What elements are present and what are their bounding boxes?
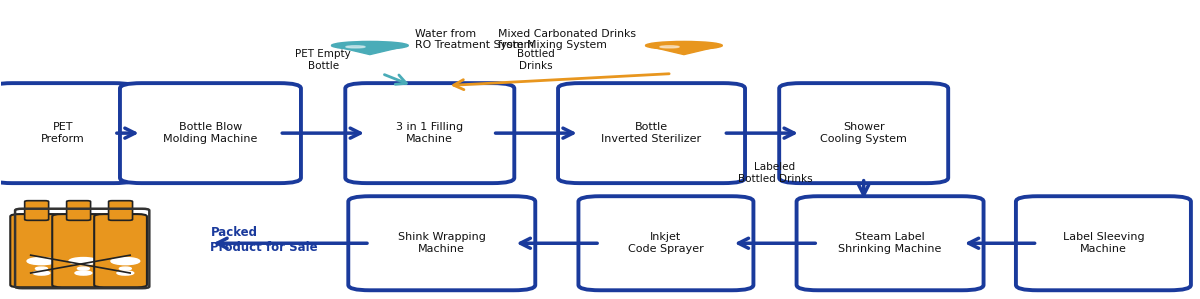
Text: PET
Preform: PET Preform <box>41 122 85 144</box>
FancyBboxPatch shape <box>108 201 132 220</box>
FancyBboxPatch shape <box>25 201 49 220</box>
Polygon shape <box>331 45 408 55</box>
Text: Bottle Blow
Molding Machine: Bottle Blow Molding Machine <box>163 122 258 144</box>
Circle shape <box>110 257 139 265</box>
FancyBboxPatch shape <box>11 214 64 287</box>
Circle shape <box>76 271 91 275</box>
Text: Steam Label
Shrinking Machine: Steam Label Shrinking Machine <box>839 232 942 254</box>
Circle shape <box>70 257 97 265</box>
Text: Mixed Carbonated Drinks
from Mixing System: Mixed Carbonated Drinks from Mixing Syst… <box>498 29 636 50</box>
FancyBboxPatch shape <box>120 83 301 183</box>
FancyBboxPatch shape <box>67 201 90 220</box>
FancyBboxPatch shape <box>0 83 136 183</box>
Circle shape <box>78 267 89 270</box>
FancyBboxPatch shape <box>779 83 948 183</box>
Text: Bottle
Inverted Sterilizer: Bottle Inverted Sterilizer <box>601 122 702 144</box>
Circle shape <box>34 271 50 275</box>
FancyBboxPatch shape <box>1016 196 1190 290</box>
Circle shape <box>36 267 48 270</box>
Text: PET Empty
Bottle: PET Empty Bottle <box>295 49 350 71</box>
Text: Inkjet
Code Sprayer: Inkjet Code Sprayer <box>628 232 703 254</box>
Text: Label Sleeving
Machine: Label Sleeving Machine <box>1063 232 1145 254</box>
FancyBboxPatch shape <box>94 214 146 287</box>
Circle shape <box>119 267 131 270</box>
Ellipse shape <box>660 46 679 48</box>
Ellipse shape <box>331 42 408 50</box>
Text: Water from
RO Treatment System: Water from RO Treatment System <box>415 29 534 50</box>
Text: Labeled
Bottled Drinks: Labeled Bottled Drinks <box>738 162 812 184</box>
Text: 3 in 1 Filling
Machine: 3 in 1 Filling Machine <box>396 122 463 144</box>
FancyBboxPatch shape <box>53 214 104 287</box>
Text: Shower
Cooling System: Shower Cooling System <box>821 122 907 144</box>
FancyBboxPatch shape <box>558 83 745 183</box>
FancyBboxPatch shape <box>578 196 754 290</box>
FancyBboxPatch shape <box>797 196 984 290</box>
FancyBboxPatch shape <box>348 196 535 290</box>
Text: Bottled
Drinks: Bottled Drinks <box>517 49 556 71</box>
Circle shape <box>28 257 56 265</box>
Polygon shape <box>646 45 722 55</box>
Text: Packed
Product for Sale: Packed Product for Sale <box>210 226 318 254</box>
Ellipse shape <box>646 42 722 50</box>
Ellipse shape <box>346 46 365 48</box>
Circle shape <box>116 271 133 275</box>
Text: Shink Wrapping
Machine: Shink Wrapping Machine <box>398 232 486 254</box>
FancyBboxPatch shape <box>346 83 515 183</box>
